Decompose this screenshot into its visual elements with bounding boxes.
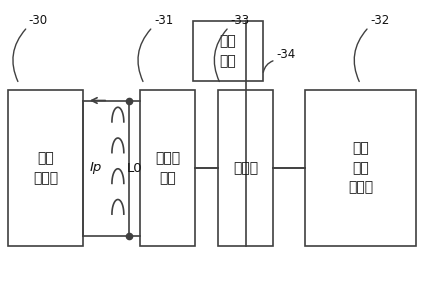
Bar xyxy=(193,21,263,81)
Bar xyxy=(140,90,195,246)
Text: -34: -34 xyxy=(277,47,296,61)
Bar xyxy=(218,90,273,246)
Text: 恒定
电流源: 恒定 电流源 xyxy=(33,151,58,185)
Text: -32: -32 xyxy=(370,14,389,28)
Text: -31: -31 xyxy=(154,14,173,28)
Bar xyxy=(8,90,83,246)
Text: Ip: Ip xyxy=(89,161,101,175)
Text: 单片机: 单片机 xyxy=(233,161,259,175)
Text: 无线
温度
传感器: 无线 温度 传感器 xyxy=(348,142,373,194)
Text: -33: -33 xyxy=(230,14,249,28)
Text: 模数转
换器: 模数转 换器 xyxy=(155,151,180,185)
Bar xyxy=(305,90,416,246)
Text: L0: L0 xyxy=(126,161,142,175)
Text: 显示
模块: 显示 模块 xyxy=(220,34,236,68)
Text: -30: -30 xyxy=(29,14,48,28)
